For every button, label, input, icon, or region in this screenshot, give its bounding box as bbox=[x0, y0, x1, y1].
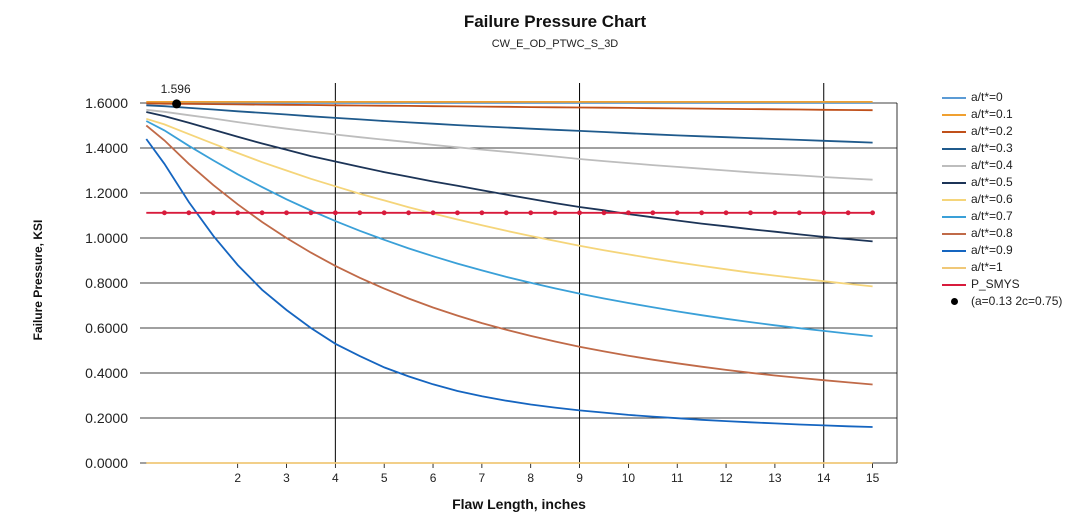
series-line-9 bbox=[145, 138, 873, 428]
x-tick-label: 6 bbox=[430, 471, 437, 485]
series-marker bbox=[503, 210, 509, 216]
series-marker bbox=[528, 210, 534, 216]
series-marker bbox=[699, 210, 705, 216]
x-tick-label: 13 bbox=[768, 471, 782, 485]
legend-label: P_SMYS bbox=[971, 277, 1020, 291]
legend-swatch bbox=[942, 182, 966, 184]
legend-label: a/t*=0.6 bbox=[971, 192, 1013, 206]
series-marker bbox=[381, 210, 387, 216]
series-line-4 bbox=[146, 108, 873, 181]
series-marker bbox=[625, 210, 631, 216]
legend-label: a/t*=0 bbox=[971, 90, 1003, 104]
series-marker bbox=[332, 210, 338, 216]
series-marker bbox=[772, 210, 778, 216]
legend-swatch bbox=[942, 233, 966, 235]
series-marker bbox=[210, 210, 216, 216]
legend-label: a/t*=0.4 bbox=[971, 158, 1013, 172]
x-tick-label: 10 bbox=[622, 471, 636, 485]
highlight-point-label: 1.596 bbox=[161, 82, 191, 96]
legend-label: a/t*=0.2 bbox=[971, 124, 1013, 138]
x-tick-label: 9 bbox=[576, 471, 583, 485]
series-marker bbox=[235, 210, 241, 216]
x-tick-label: 14 bbox=[817, 471, 831, 485]
chart-title: Failure Pressure Chart bbox=[463, 12, 647, 31]
x-tick-label: 12 bbox=[719, 471, 733, 485]
series-marker bbox=[796, 210, 802, 216]
legend-label: a/t*=0.5 bbox=[971, 175, 1013, 189]
series-line-8 bbox=[145, 124, 873, 386]
y-tick-label: 0.4000 bbox=[85, 365, 128, 381]
x-tick-label: 7 bbox=[479, 471, 486, 485]
series-marker bbox=[406, 210, 412, 216]
series-marker bbox=[577, 210, 582, 216]
y-tick-label: 1.6000 bbox=[85, 95, 128, 111]
series-marker bbox=[479, 210, 485, 216]
highlight-point bbox=[172, 99, 182, 109]
series-marker bbox=[552, 210, 558, 216]
series-marker bbox=[748, 210, 753, 216]
y-tick-label: 1.2000 bbox=[85, 185, 128, 201]
y-tick-label: 0.6000 bbox=[85, 320, 128, 336]
series-marker bbox=[601, 210, 607, 216]
x-tick-label: 15 bbox=[866, 471, 880, 485]
x-tick-label: 8 bbox=[527, 471, 534, 485]
legend-label: (a=0.13 2c=0.75) bbox=[971, 294, 1063, 308]
chart-subtitle: CW_E_OD_PTWC_S_3D bbox=[491, 38, 619, 50]
legend-label: a/t*=0.7 bbox=[971, 209, 1013, 223]
series-marker bbox=[821, 210, 827, 216]
legend-label: a/t*=0.9 bbox=[971, 243, 1013, 257]
series-marker bbox=[357, 210, 363, 216]
series-marker bbox=[308, 210, 314, 216]
y-tick-label: 0.0000 bbox=[85, 455, 128, 471]
legend-label: a/t*=1 bbox=[971, 260, 1003, 274]
series-marker bbox=[650, 210, 656, 216]
series-marker bbox=[455, 210, 460, 216]
series-line-2 bbox=[146, 102, 873, 112]
series-marker bbox=[723, 210, 729, 216]
series-line-6 bbox=[146, 117, 873, 288]
x-tick-label: 11 bbox=[671, 471, 684, 485]
legend-swatch bbox=[942, 165, 966, 167]
series-marker bbox=[845, 210, 851, 216]
legend-label: a/t*=0.3 bbox=[971, 141, 1013, 155]
legend-swatch bbox=[942, 216, 966, 218]
legend-swatch bbox=[942, 114, 966, 116]
x-tick-label: 2 bbox=[234, 471, 241, 485]
y-tick-label: 0.8000 bbox=[85, 275, 128, 291]
legend-swatch bbox=[942, 267, 966, 269]
series-marker bbox=[430, 210, 436, 216]
legend-swatch bbox=[942, 131, 966, 133]
legend-swatch bbox=[942, 199, 966, 201]
legend-label: a/t*=0.1 bbox=[971, 107, 1013, 121]
y-tick-label: 1.0000 bbox=[85, 230, 128, 246]
legend-swatch bbox=[942, 284, 966, 286]
series-marker bbox=[259, 210, 265, 216]
series-marker bbox=[162, 210, 167, 216]
series-marker bbox=[186, 210, 192, 216]
x-axis-label: Flaw Length, inches bbox=[452, 496, 586, 512]
series-line-5 bbox=[146, 111, 873, 243]
series-line-7 bbox=[145, 120, 873, 337]
legend-dot bbox=[951, 298, 958, 305]
x-tick-label: 4 bbox=[332, 471, 339, 485]
legend-swatch bbox=[942, 97, 966, 99]
legend-label: a/t*=0.8 bbox=[971, 226, 1013, 240]
series-marker bbox=[870, 210, 875, 216]
series-marker bbox=[284, 210, 289, 216]
y-tick-label: 0.2000 bbox=[85, 410, 128, 426]
legend-swatch bbox=[942, 148, 966, 150]
x-tick-label: 5 bbox=[381, 471, 388, 485]
x-tick-label: 3 bbox=[283, 471, 290, 485]
legend-swatch bbox=[942, 250, 966, 252]
series-line-3 bbox=[146, 104, 873, 144]
y-tick-label: 1.4000 bbox=[85, 140, 128, 156]
series-marker bbox=[674, 210, 680, 216]
